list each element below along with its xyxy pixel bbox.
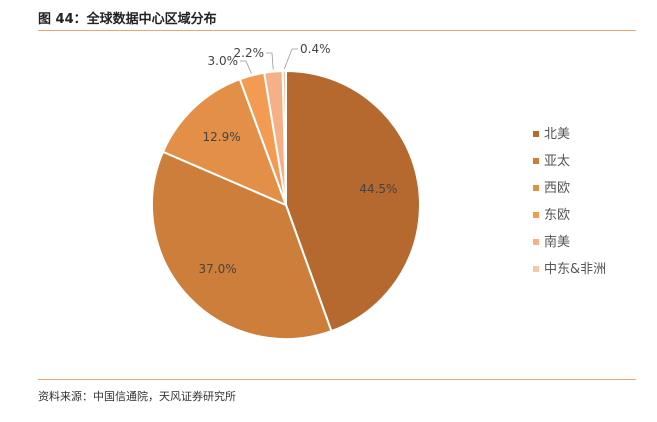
legend-swatch-1 (533, 131, 539, 137)
top-divider (38, 30, 636, 31)
slice-labels: 44.5% 37.0% 12.9% 3.0%2.2% 0.4% (199, 42, 398, 276)
leader-lines (240, 48, 298, 74)
pie-slice-1 (285, 69, 422, 333)
legend-label-6: 中东&非洲 (544, 262, 606, 277)
pie-slices (151, 69, 422, 340)
legend-swatch-6 (533, 266, 539, 272)
legend-swatch-3 (533, 185, 539, 191)
legend-label-3: 西欧 (544, 181, 570, 196)
legend-label-5: 南美 (544, 234, 570, 250)
slice-label-5: 2.2% (234, 46, 265, 60)
slice-label-4: 3.0% (208, 54, 239, 68)
pie-slice-3 (161, 77, 288, 207)
bottom-divider (38, 379, 636, 380)
source-note: 资料来源：中国信通院，天风证券研究所 (38, 390, 236, 403)
leader-line-4 (240, 60, 252, 74)
leader-line-6 (283, 48, 298, 70)
pie-slice-6 (281, 69, 287, 206)
figure-title: 图 44：全球数据中心区域分布 (38, 12, 217, 27)
pie-slice-2 (151, 150, 333, 340)
slice-label-3: 12.9% (203, 130, 241, 144)
legend-swatch-5 (533, 239, 539, 245)
legend-label-1: 北美 (544, 127, 570, 142)
legend-label-2: 亚太 (544, 154, 570, 169)
slice-label-6: 0.4% (300, 42, 331, 56)
leader-line-5 (266, 52, 274, 70)
slice-label-1: 44.5% (359, 182, 397, 196)
legend-swatch-4 (533, 212, 539, 218)
legend-label-4: 东欧 (544, 208, 570, 223)
slice-label-2: 37.0% (199, 262, 237, 276)
legend-swatch-2 (533, 158, 539, 164)
